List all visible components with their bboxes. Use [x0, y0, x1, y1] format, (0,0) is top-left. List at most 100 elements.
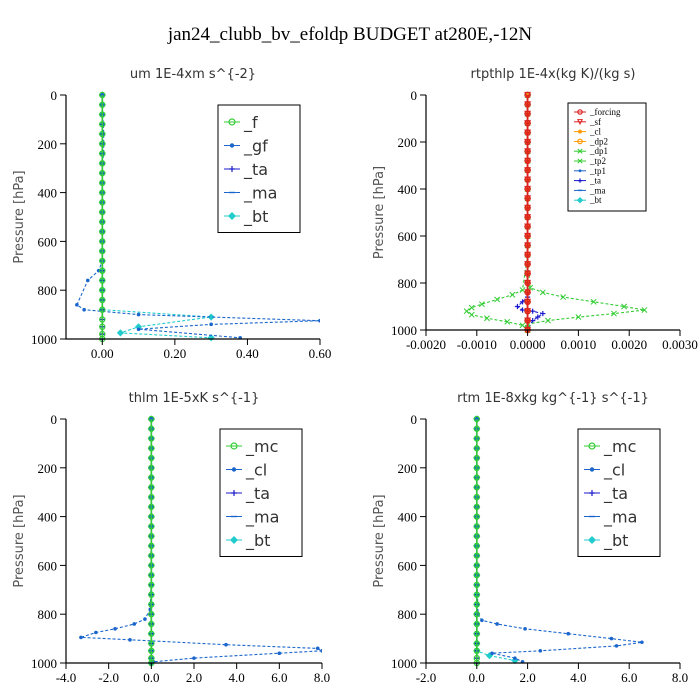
- panel-4: rtm 1E-8xkg kg^{-1} s^{-1} Pressure [hPa]…: [372, 391, 688, 685]
- data-point: [523, 627, 527, 631]
- data-point: [315, 646, 320, 651]
- y-axis-label: Pressure [hPa]: [372, 166, 387, 259]
- data-point: [148, 513, 155, 520]
- data-point: [524, 166, 531, 174]
- x-tick-label: 0.60: [309, 346, 332, 361]
- legend-label: _ma: [603, 508, 637, 528]
- legend: _forcing_sf_cl_dp2_dp1_tp2_tp1_ta_ma_bt: [567, 102, 647, 212]
- legend-swatch: [577, 158, 583, 164]
- data-point: [148, 532, 155, 540]
- data-point: [524, 308, 531, 315]
- data-point: [277, 651, 282, 656]
- y-tick-label: 0: [411, 88, 418, 103]
- data-point: [473, 523, 480, 530]
- x-tick-label: 0.0000: [510, 337, 546, 352]
- y-tick-label: 800: [38, 607, 58, 622]
- data-point: [473, 464, 480, 471]
- data-point: [148, 581, 155, 589]
- legend-label: _cl: [589, 127, 601, 137]
- x-tick-label: -4.0: [56, 670, 77, 685]
- legend-label: _ta: [603, 484, 628, 504]
- data-point: [640, 640, 644, 645]
- series-group: [473, 415, 644, 667]
- data-point: [99, 101, 106, 108]
- y-tick-label: 800: [38, 283, 58, 298]
- y-tick-label: 1000: [31, 332, 57, 347]
- data-point: [99, 218, 106, 226]
- data-point: [148, 571, 155, 579]
- panel-title: rtpthlp 1E-4x(kg K)/(kg s): [471, 67, 636, 82]
- data-point: [524, 138, 531, 146]
- data-point: [539, 289, 546, 296]
- data-point: [148, 493, 155, 501]
- data-point: [473, 435, 480, 442]
- data-point: [136, 312, 141, 317]
- data-point: [524, 148, 531, 155]
- legend-swatch: [229, 143, 235, 148]
- data-point: [99, 296, 106, 304]
- series-f: [99, 91, 106, 343]
- data-point: [495, 622, 499, 626]
- data-point: [473, 591, 480, 598]
- data-point: [99, 228, 106, 235]
- y-tick-label: 800: [398, 276, 418, 291]
- legend-swatch: [231, 467, 237, 472]
- y-tick-label: 1000: [31, 656, 57, 671]
- data-point: [511, 656, 519, 665]
- data-point: [148, 611, 155, 618]
- data-point: [524, 195, 531, 202]
- legend-swatch: [231, 490, 237, 496]
- y-axis-label: Pressure [hPa]: [12, 170, 27, 263]
- data-point: [99, 130, 106, 138]
- data-point: [136, 327, 141, 332]
- x-tick-label: 6.0: [621, 670, 637, 685]
- panel-title: um 1E-4xm s^{-2}: [130, 67, 256, 82]
- data-point: [99, 257, 106, 265]
- legend-swatch: [577, 178, 583, 183]
- data-point: [473, 630, 480, 637]
- legend-label: _dp1: [589, 146, 608, 156]
- data-point: [192, 656, 196, 660]
- legend-label: _bt: [603, 531, 628, 551]
- data-point: [148, 503, 155, 511]
- y-tick-label: 400: [38, 510, 58, 525]
- data-point: [99, 247, 106, 255]
- legend-label: _mc: [245, 437, 278, 457]
- legend-swatch: [577, 129, 583, 134]
- x-tick-label: -0.0020: [406, 337, 446, 352]
- legend-label: _tp2: [589, 156, 606, 166]
- data-point: [524, 91, 531, 99]
- data-point: [468, 304, 475, 311]
- data-point: [473, 474, 480, 481]
- data-point: [224, 642, 228, 647]
- data-point: [99, 208, 106, 216]
- series-ta: [514, 92, 546, 333]
- data-point: [132, 622, 137, 626]
- data-point: [524, 223, 531, 230]
- data-point: [473, 562, 480, 569]
- y-tick-label: 200: [398, 135, 418, 150]
- data-point: [611, 310, 617, 317]
- data-point: [99, 287, 106, 294]
- legend-label: _ta: [243, 160, 268, 180]
- data-point: [99, 160, 106, 167]
- data-point: [473, 503, 480, 511]
- legend-label: _f: [243, 113, 258, 133]
- y-tick-label: 0: [411, 412, 418, 427]
- y-tick-label: 200: [398, 461, 418, 476]
- data-point: [609, 636, 614, 641]
- data-point: [148, 601, 155, 608]
- data-point: [99, 169, 106, 177]
- data-point: [148, 484, 155, 491]
- data-point: [566, 631, 571, 636]
- data-point: [148, 523, 155, 530]
- data-point: [99, 316, 106, 323]
- legend-label: _forcing: [589, 107, 621, 117]
- data-point: [148, 445, 155, 452]
- data-point: [473, 601, 480, 608]
- y-tick-label: 600: [38, 558, 58, 573]
- data-point: [641, 307, 648, 313]
- legend-swatch: [589, 490, 595, 496]
- data-point: [75, 303, 79, 307]
